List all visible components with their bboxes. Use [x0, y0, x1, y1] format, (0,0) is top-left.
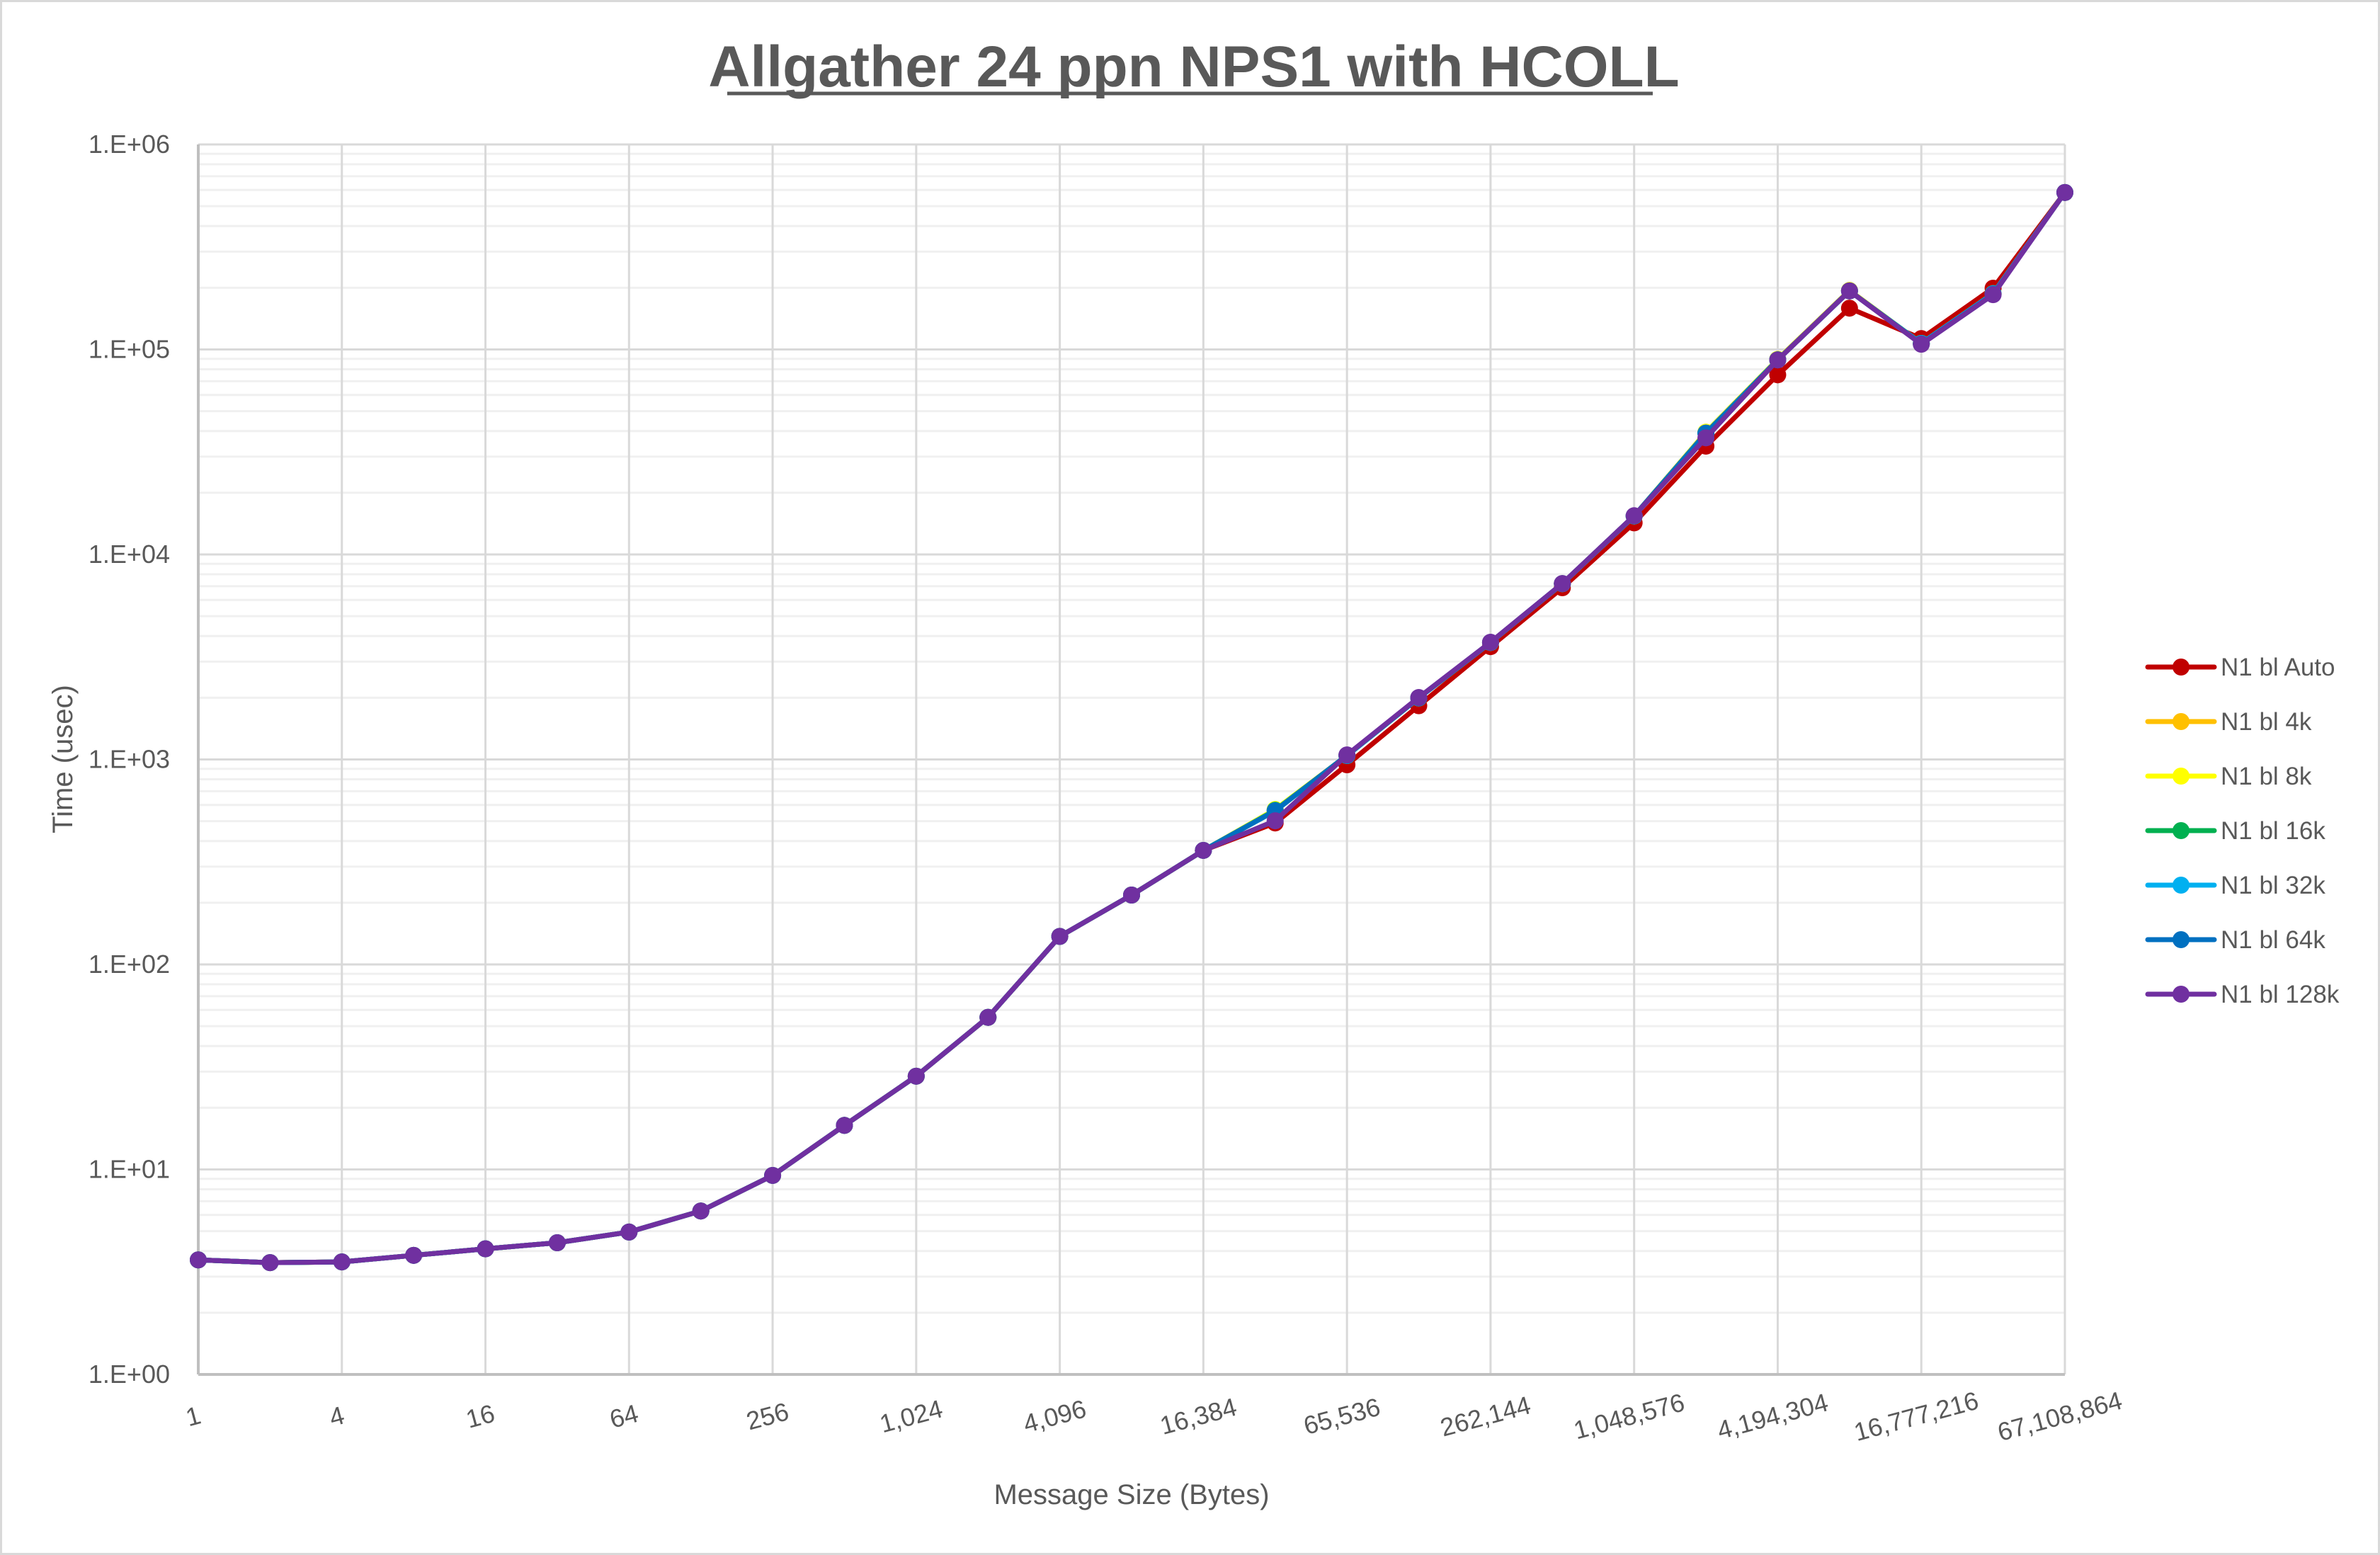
data-point-marker[interactable] [907, 1067, 925, 1085]
data-point-marker[interactable] [1338, 746, 1356, 764]
legend-marker-icon [2173, 713, 2190, 730]
chart-title-group: Allgather 24 ppn NPS1 with HCOLL [708, 35, 1679, 99]
x-tick-label: 1,048,576 [1571, 1387, 1687, 1445]
y-tick-label: 1.E+02 [89, 950, 170, 979]
x-tick-label: 16,777,216 [1851, 1386, 1982, 1447]
x-tick-label: 16 [463, 1399, 498, 1434]
x-tick-label: 262,144 [1437, 1390, 1534, 1442]
x-tick-label: 65,536 [1300, 1392, 1383, 1440]
legend-item[interactable]: N1 bl 4k [2145, 708, 2312, 736]
data-point-marker[interactable] [1266, 812, 1284, 830]
minor-gridlines [198, 152, 2065, 1314]
x-tick-label: 1,024 [877, 1394, 946, 1438]
x-tick-label: 16,384 [1157, 1392, 1240, 1440]
legend-label: N1 bl Auto [2221, 654, 2335, 681]
legend-label: N1 bl 32k [2221, 872, 2325, 899]
axes [197, 144, 2065, 1376]
data-point-marker[interactable] [1840, 282, 1858, 300]
legend-item[interactable]: N1 bl 16k [2145, 817, 2325, 845]
x-axis-title: Message Size (Bytes) [993, 1479, 1269, 1510]
x-tick-label: 67,108,864 [1994, 1386, 2125, 1447]
data-point-marker[interactable] [261, 1254, 279, 1272]
data-point-marker[interactable] [1984, 286, 2002, 304]
data-point-marker[interactable] [979, 1008, 997, 1026]
legend: N1 bl Auto N1 bl 4k N1 bl 8k N1 bl 16k N1 bl… [2145, 654, 2340, 1008]
legend-item[interactable]: N1 bl Auto [2145, 654, 2335, 681]
data-point-marker[interactable] [1625, 507, 1643, 525]
series-n1-bl-128k [190, 183, 2073, 1272]
x-tick-label: 4,096 [1020, 1394, 1090, 1438]
data-point-marker[interactable] [836, 1117, 853, 1134]
legend-marker-icon [2173, 986, 2190, 1003]
data-point-marker[interactable] [1410, 689, 1428, 707]
data-point-marker[interactable] [620, 1223, 638, 1241]
data-point-marker[interactable] [405, 1246, 423, 1264]
data-point-marker[interactable] [190, 1251, 207, 1269]
data-point-marker[interactable] [692, 1202, 710, 1220]
x-tick-label: 4 [326, 1401, 348, 1432]
y-tick-label: 1.E+06 [89, 130, 170, 159]
x-axis-tick-labels: 1 4 16 64 256 1,024 4,096 16,384 65,536 262,144 1,… [183, 1386, 2125, 1447]
y-tick-label: 1.E+00 [89, 1360, 170, 1389]
data-point-marker[interactable] [1840, 300, 1858, 317]
legend-label: N1 bl 16k [2221, 817, 2325, 845]
data-point-marker[interactable] [1554, 575, 1571, 593]
data-point-marker[interactable] [764, 1166, 782, 1184]
x-tick-label: 64 [606, 1399, 641, 1434]
legend-item[interactable]: N1 bl 32k [2145, 872, 2325, 899]
data-point-marker[interactable] [1123, 887, 1140, 904]
legend-marker-icon [2173, 768, 2190, 785]
y-tick-label: 1.E+04 [89, 540, 170, 569]
data-point-marker[interactable] [333, 1253, 351, 1271]
y-axis-tick-labels: 1.E+00 1.E+01 1.E+02 1.E+03 1.E+04 1.E+05 1.E+… [89, 130, 170, 1389]
data-point-marker[interactable] [1195, 841, 1212, 859]
x-tick-label: 256 [744, 1396, 792, 1435]
legend-item[interactable]: N1 bl 64k [2145, 926, 2325, 954]
data-point-marker[interactable] [548, 1234, 566, 1252]
y-tick-label: 1.E+05 [89, 335, 170, 364]
legend-marker-icon [2173, 877, 2190, 894]
data-point-marker[interactable] [1913, 336, 1930, 353]
legend-label: N1 bl 4k [2221, 708, 2312, 736]
data-point-marker[interactable] [477, 1240, 494, 1258]
chart-title: Allgather 24 ppn NPS1 with HCOLL [708, 35, 1679, 99]
y-tick-label: 1.E+01 [89, 1155, 170, 1184]
series-line [195, 190, 2068, 1265]
legend-label: N1 bl 64k [2221, 926, 2325, 954]
data-point-marker[interactable] [1051, 928, 1069, 945]
data-point-marker[interactable] [1697, 429, 1715, 447]
series-layer [190, 183, 2073, 1272]
legend-label: N1 bl 8k [2221, 763, 2312, 790]
legend-item[interactable]: N1 bl 128k [2145, 981, 2340, 1008]
data-point-marker[interactable] [1481, 633, 1499, 651]
y-axis-title: Time (usec) [47, 685, 79, 833]
legend-item[interactable]: N1 bl 8k [2145, 763, 2312, 790]
data-point-marker[interactable] [1769, 366, 1787, 384]
data-point-marker[interactable] [1769, 351, 1787, 369]
x-tick-label: 4,194,304 [1714, 1387, 1831, 1445]
legend-marker-icon [2173, 931, 2190, 948]
legend-marker-icon [2173, 822, 2190, 839]
legend-marker-icon [2173, 659, 2190, 676]
data-point-marker[interactable] [2056, 183, 2073, 201]
x-tick-label: 1 [183, 1401, 204, 1432]
y-tick-label: 1.E+03 [89, 745, 170, 774]
legend-label: N1 bl 128k [2221, 981, 2340, 1008]
